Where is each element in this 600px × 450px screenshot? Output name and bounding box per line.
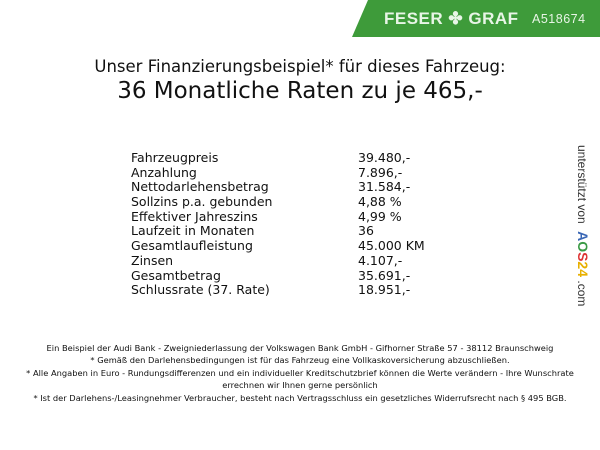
row-value: 39.480,- [358, 150, 411, 165]
row-value: 45.000 KM [358, 238, 425, 254]
row-label: Nettodarlehensbetrag [131, 179, 269, 195]
row-value: 4,88 % [358, 194, 402, 210]
financing-heading: Unser Finanzierungsbeispiel* für dieses … [94, 57, 506, 76]
row-label: Laufzeit in Monaten [131, 223, 255, 239]
aos24-logo: AOS24 [575, 231, 591, 278]
table-row: Schlussrate (37. Rate) 18.951,- [131, 282, 425, 298]
table-row: Sollzins p.a. gebunden 4,88 % [131, 194, 425, 210]
supported-by-text: unterstützt von [575, 145, 589, 224]
table-row: Nettodarlehensbetrag 31.584,- [131, 180, 425, 195]
dealer-logo: FESER ✤ GRAF [384, 9, 519, 28]
domain-suffix: .com [575, 280, 589, 307]
vehicle-code: A518674 [532, 12, 586, 26]
row-value: 4,99 % [358, 208, 402, 224]
table-row: Laufzeit in Monaten 36 [131, 224, 425, 239]
row-label: Zinsen [131, 252, 174, 268]
row-label: Anzahlung [131, 164, 197, 180]
footer-line: * Gemäß den Darlehensbedingungen ist für… [90, 355, 510, 366]
row-label: Gesamtlaufleistung [131, 238, 253, 254]
row-value: 35.691,- [358, 267, 411, 283]
dealer-banner: FESER ✤ GRAF A518674 [352, 0, 600, 37]
row-label: Fahrzeugpreis [131, 150, 219, 165]
table-row: Fahrzeugpreis 39.480,- [131, 150, 425, 166]
monthly-rate-heading: 36 Monatliche Raten zu je 465,- [117, 78, 483, 104]
table-row: Zinsen 4.107,- [131, 252, 425, 269]
row-value: 31.584,- [358, 179, 411, 195]
footer-line: * Ist der Darlehens-/Leasingnehmer Verbr… [33, 392, 567, 403]
row-value: 4.107,- [358, 252, 403, 268]
financing-table: Fahrzeugpreis 39.480,- Anzahlung 7.896,- N… [131, 150, 425, 298]
row-label: Schlussrate (37. Rate) [131, 282, 270, 298]
row-label: Gesamtbetrag [131, 267, 221, 283]
footer-line: * Alle Angaben in Euro - Rundungsdiffere… [26, 367, 574, 391]
row-label: Effektiver Jahreszins [131, 208, 258, 224]
table-row: Gesamtbetrag 35.691,- [131, 267, 425, 284]
footer-line: Ein Beispiel der Audi Bank - Zweignieder… [46, 343, 554, 353]
row-value: 18.951,- [358, 282, 411, 298]
legal-footer: Ein Beispiel der Audi Bank - Zweignieder… [20, 342, 580, 404]
table-row: Gesamtlaufleistung 45.000 KM [131, 238, 425, 254]
row-value: 36 [358, 223, 374, 239]
row-label: Sollzins p.a. gebunden [131, 194, 273, 210]
supported-by-aos24: unterstützt von AOS24 .com [575, 145, 591, 306]
row-value: 7.896,- [358, 164, 403, 180]
table-row: Effektiver Jahreszins 4,99 % [131, 208, 425, 225]
table-row: Anzahlung 7.896,- [131, 164, 425, 181]
